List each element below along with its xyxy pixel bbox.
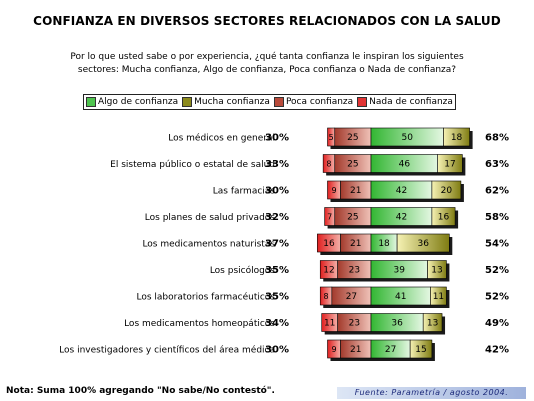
negative-total: 30% xyxy=(265,345,289,356)
category-label: Los psicólogos xyxy=(210,265,275,276)
legend-item: Algo de confianza xyxy=(86,97,178,107)
legend-label: Algo de confianza xyxy=(98,97,179,107)
legend-label: Poca confianza xyxy=(285,97,354,107)
bar-value: 39 xyxy=(394,266,406,276)
negative-total: 34% xyxy=(265,318,289,329)
positive-total: 54% xyxy=(485,239,509,250)
bar-value: 36 xyxy=(391,319,403,329)
bar-value: 21 xyxy=(350,186,361,196)
legend-label: Nada de confianza xyxy=(369,97,453,107)
bar-value: 21 xyxy=(350,345,361,355)
negative-total: 33% xyxy=(265,159,289,170)
negative-total: 35% xyxy=(265,265,289,276)
bar-segment xyxy=(422,313,443,332)
negative-total: 30% xyxy=(265,186,289,197)
bar-value: 50 xyxy=(402,133,414,143)
bar-value: 27 xyxy=(346,292,357,302)
positive-total: 58% xyxy=(485,212,509,223)
question-line-2: sectores: Mucha confianza, Algo de confi… xyxy=(77,65,457,75)
bar-segment xyxy=(430,286,447,306)
negative-total: 35% xyxy=(265,292,289,303)
positive-total: 42% xyxy=(485,345,509,356)
category-label: Los laboratorios farmacéuticos xyxy=(136,292,275,303)
legend-label: Mucha confianza xyxy=(194,97,270,107)
bar-value: 7 xyxy=(327,213,332,222)
bar-value: 25 xyxy=(347,160,358,170)
bar-segment xyxy=(431,180,462,200)
category-label: El sistema público o estatal de salud xyxy=(110,160,275,170)
bar-value: 23 xyxy=(349,266,360,276)
legend: Algo de confianza Mucha confianza Poca con… xyxy=(83,94,456,110)
bar-value: 36 xyxy=(417,239,429,249)
bar-value: 9 xyxy=(331,186,336,195)
question-line-1: Por lo que usted sabe o por experiencia,… xyxy=(70,52,464,62)
bar-segment xyxy=(431,207,456,226)
legend-item: Nada de confianza xyxy=(357,97,453,107)
category-label: Las farmacias xyxy=(213,187,276,197)
bar-value: 42 xyxy=(396,213,407,223)
bar-value: 20 xyxy=(441,186,453,196)
bar-segment xyxy=(427,260,447,279)
bar-value: 27 xyxy=(385,345,396,355)
positive-total: 68% xyxy=(485,133,509,144)
positive-total: 52% xyxy=(485,292,509,303)
bar-value: 16 xyxy=(438,213,450,223)
category-label: Los medicamentos naturistas xyxy=(142,240,275,250)
legend-item: Mucha confianza xyxy=(182,97,270,107)
positive-total: 63% xyxy=(485,159,509,170)
bar-value: 9 xyxy=(331,345,336,354)
category-label: Los médicos en general xyxy=(168,133,275,144)
bar-segment xyxy=(443,127,470,147)
legend-swatch xyxy=(182,97,193,107)
bar-value: 21 xyxy=(350,239,361,249)
bar-value: 5 xyxy=(329,133,334,142)
negative-total: 30% xyxy=(265,133,289,144)
category-label: Los medicamentos homeopáticos xyxy=(124,319,275,329)
bar-value: 41 xyxy=(395,292,406,302)
bar-segment xyxy=(437,154,463,173)
legend-swatch xyxy=(357,97,368,107)
negative-total: 32% xyxy=(265,212,289,223)
positive-total: 62% xyxy=(485,186,509,197)
category-label: Los planes de salud privados xyxy=(145,213,275,223)
bar-value: 25 xyxy=(347,133,358,143)
bar-segment xyxy=(396,233,450,253)
negative-total: 37% xyxy=(265,239,289,250)
bar-value: 13 xyxy=(431,266,442,276)
bar-value: 25 xyxy=(347,213,358,223)
bar-value: 17 xyxy=(444,160,455,170)
legend-swatch xyxy=(273,97,284,107)
bar-segment xyxy=(409,339,433,359)
positive-total: 49% xyxy=(485,318,509,329)
bar-value: 18 xyxy=(378,239,390,249)
category-label: Los investigadores y científicos del áre… xyxy=(59,345,275,356)
legend-swatch xyxy=(86,97,96,107)
chart-title: CONFIANZA EN DIVERSOS SECTORES RELACIONA… xyxy=(33,14,501,28)
bar-value: 42 xyxy=(396,186,407,196)
bar-value: 23 xyxy=(349,319,360,329)
positive-total: 52% xyxy=(485,265,509,276)
bar-value: 8 xyxy=(324,292,329,301)
legend-item: Poca confianza xyxy=(273,97,354,107)
bar-value: 8 xyxy=(326,160,331,169)
bar-value: 12 xyxy=(323,266,334,276)
bar-value: 46 xyxy=(399,160,411,170)
source: Fuente: Parametría / agosto 2004. xyxy=(337,387,526,399)
bar-value: 18 xyxy=(451,133,463,143)
bar-value: 11 xyxy=(433,292,444,302)
chart-question: Por lo que usted sabe o por experiencia,… xyxy=(40,51,494,77)
bar-value: 15 xyxy=(415,345,426,355)
note: Nota: Suma 100% agregando "No sabe/No co… xyxy=(6,386,275,396)
bar-value: 13 xyxy=(427,319,438,329)
bar-value: 11 xyxy=(324,319,335,329)
bar-value: 16 xyxy=(323,239,335,249)
